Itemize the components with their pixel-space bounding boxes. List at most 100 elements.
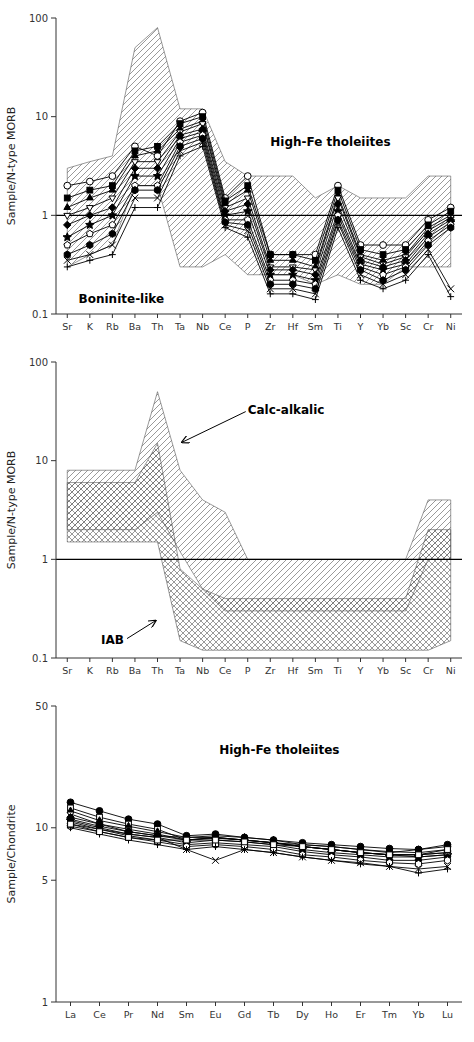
x-tick-label: Sr [62, 321, 72, 332]
y-tick [51, 706, 56, 707]
x-tick-label: Rb [106, 665, 119, 676]
point [109, 221, 116, 227]
x-tick-label: Pr [124, 1009, 134, 1020]
x-tick [302, 1002, 303, 1006]
point [357, 851, 364, 857]
x-tick-label: P [245, 665, 251, 676]
x-tick-label: Sm [308, 321, 323, 332]
point [87, 187, 93, 193]
point [183, 846, 190, 853]
point [402, 277, 409, 284]
series [64, 132, 454, 288]
y-tick-label: 1 [42, 210, 48, 221]
y-tick-label: 1 [42, 554, 48, 565]
x-tick [70, 1002, 71, 1006]
series [67, 799, 451, 853]
point [108, 211, 116, 219]
point [329, 847, 335, 853]
y-tick [51, 18, 56, 19]
point [357, 277, 364, 284]
point [211, 836, 219, 844]
point [289, 290, 296, 297]
y-tick [51, 362, 56, 363]
point [109, 230, 115, 237]
x-tick [389, 1002, 390, 1006]
x-tick-label: Er [356, 1009, 366, 1020]
point [222, 224, 229, 231]
plot-area [66, 799, 451, 876]
point [386, 863, 393, 870]
point [154, 204, 161, 211]
point [125, 834, 131, 841]
x-axis-line [56, 314, 462, 315]
x-tick-label: Lu [442, 1009, 453, 1020]
point [416, 852, 422, 858]
x-tick-label: Ba [129, 321, 141, 332]
point [64, 257, 71, 264]
point [425, 251, 432, 258]
x-tick [67, 314, 68, 318]
x-tick [337, 658, 338, 662]
x-tick [292, 314, 293, 318]
point [212, 857, 219, 864]
point [109, 242, 116, 249]
series-line [71, 826, 448, 864]
point [64, 213, 71, 219]
panel: 0.1110100SrKRbBaThTaNbCePZrHfSmTiYYbScCr… [5, 357, 462, 677]
series-line [71, 811, 448, 853]
x-tick-label: Nb [196, 321, 209, 332]
point [132, 204, 139, 211]
series [67, 813, 451, 860]
point [270, 849, 277, 856]
y-tick-label: 0.1 [32, 653, 48, 664]
x-tick-label: P [245, 321, 251, 332]
point [97, 829, 103, 835]
point [380, 242, 387, 249]
series-line [67, 129, 450, 275]
point [328, 857, 335, 864]
point [300, 844, 306, 850]
point [213, 837, 219, 843]
series-line [67, 132, 450, 280]
x-tick-label: Ho [325, 1009, 338, 1020]
x-tick-label: Hf [288, 321, 299, 332]
y-tick-label: 10 [35, 455, 48, 466]
x-tick [428, 658, 429, 662]
range-field [67, 28, 450, 285]
series-line [71, 814, 448, 855]
point [241, 846, 248, 853]
point [153, 172, 161, 180]
point [244, 173, 251, 180]
point [267, 290, 274, 297]
series [67, 824, 451, 876]
series [67, 816, 451, 856]
point [444, 846, 451, 852]
y-axis-label: Sample/N-type MORB [5, 107, 18, 226]
y-tick-label: 0.1 [32, 309, 48, 320]
series-line [71, 824, 448, 860]
x-tick [157, 658, 158, 662]
range-field [67, 443, 450, 650]
x-tick [186, 1002, 187, 1006]
y-tick-label: 10 [35, 822, 48, 833]
x-tick [360, 314, 361, 318]
x-tick [180, 314, 181, 318]
point [184, 837, 190, 843]
point [86, 178, 93, 185]
x-tick-label: Ti [333, 665, 342, 676]
point [64, 241, 71, 247]
y-tick [51, 559, 56, 560]
x-tick [247, 658, 248, 662]
point [68, 821, 74, 827]
x-tick-label: Ce [93, 1009, 106, 1020]
series [64, 117, 454, 269]
x-tick [157, 314, 158, 318]
point [415, 870, 422, 877]
series [64, 114, 453, 263]
x-tick-label: Ce [219, 665, 232, 676]
x-tick-label: Cr [423, 665, 434, 676]
point [154, 195, 161, 202]
series-line [71, 819, 448, 852]
x-tick-label: Tb [267, 1009, 280, 1020]
series [68, 821, 451, 857]
